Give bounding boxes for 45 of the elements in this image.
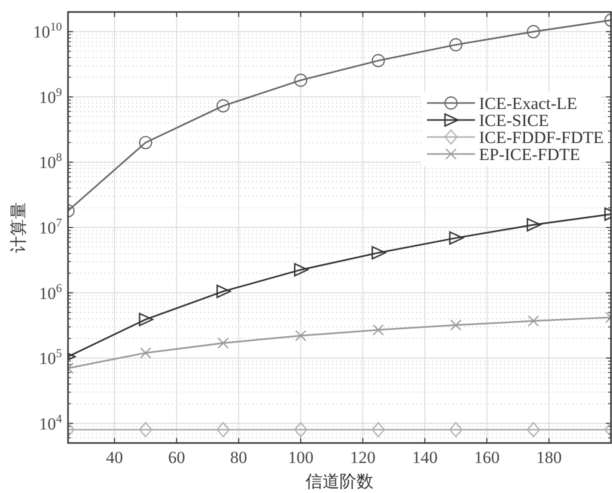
legend-label: ICE-FDDF-FDTE bbox=[479, 128, 604, 147]
point bbox=[138, 422, 152, 438]
legend-label: ICE-SICE bbox=[479, 111, 549, 130]
point bbox=[528, 315, 540, 327]
x-tick-label: 40 bbox=[106, 448, 124, 467]
y-axis-title: 计算量 bbox=[9, 202, 28, 253]
point bbox=[140, 347, 152, 358]
x-tick-label: 60 bbox=[168, 448, 186, 467]
point bbox=[450, 319, 462, 331]
point bbox=[372, 422, 385, 438]
y-tick-label: 10$^{5}$ bbox=[39, 346, 62, 368]
y-tick-label: 10$^{9}$ bbox=[39, 84, 62, 107]
point bbox=[449, 38, 462, 52]
y-tick-label: 10$^{6}$ bbox=[39, 280, 62, 303]
point bbox=[449, 231, 464, 245]
point bbox=[138, 136, 152, 150]
y-tick-label: 10$^{10}$ bbox=[33, 20, 62, 42]
x-tick-label: 180 bbox=[536, 448, 562, 467]
y-tick-label: 10$^{4}$ bbox=[39, 411, 62, 434]
point bbox=[526, 218, 542, 232]
y-tick-label: 10$^{7}$ bbox=[39, 216, 62, 238]
x-tick-label: 100 bbox=[288, 448, 314, 467]
point bbox=[216, 99, 230, 112]
point bbox=[138, 312, 154, 326]
point bbox=[216, 422, 230, 438]
x-axis-title: 信道阶数 bbox=[306, 472, 374, 491]
point bbox=[372, 246, 386, 260]
x-tick-label: 140 bbox=[412, 448, 438, 467]
point bbox=[295, 330, 306, 342]
point bbox=[526, 25, 540, 38]
x-tick-label: 120 bbox=[350, 448, 376, 467]
y-tick-label: 10$^{8}$ bbox=[39, 150, 62, 172]
legend-label: ICE-Exact-LE bbox=[479, 94, 578, 113]
point bbox=[294, 74, 308, 87]
point bbox=[526, 422, 540, 438]
point bbox=[449, 422, 462, 438]
x-tick-label: 160 bbox=[474, 448, 500, 467]
point bbox=[294, 263, 308, 276]
point bbox=[372, 54, 385, 68]
point bbox=[294, 422, 308, 438]
x-tick-label: 80 bbox=[230, 448, 248, 467]
point bbox=[218, 337, 229, 349]
legend-label: EP-ICE-FDTE bbox=[479, 145, 580, 164]
point bbox=[216, 284, 231, 298]
point bbox=[372, 324, 384, 336]
